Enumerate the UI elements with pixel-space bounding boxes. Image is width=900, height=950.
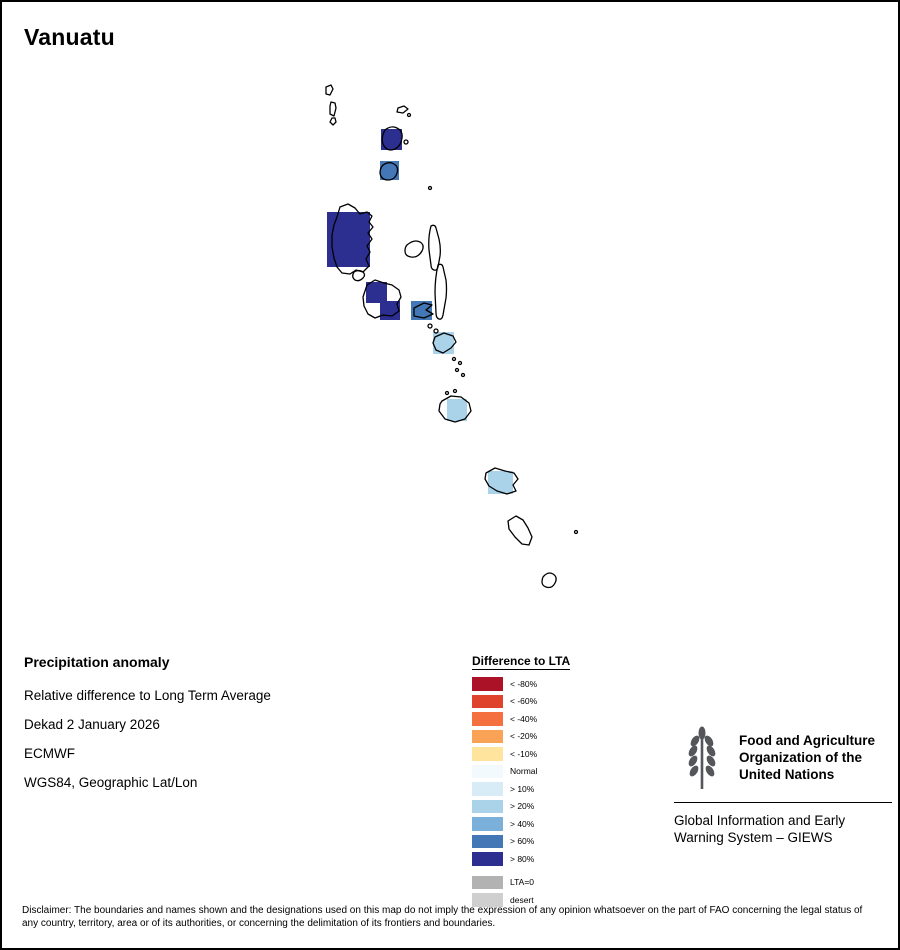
island-outline bbox=[329, 117, 337, 126]
legend-label: > 80% bbox=[510, 853, 535, 864]
giews-label: Global Information and Early Warning Sys… bbox=[674, 813, 846, 845]
fao-block: Food and Agriculture Organization of the… bbox=[674, 724, 892, 846]
island-outline bbox=[433, 328, 439, 334]
legend-item: desert bbox=[472, 893, 570, 907]
island-outline bbox=[381, 126, 403, 151]
anomaly-cells-layer bbox=[327, 129, 513, 494]
island-outline bbox=[404, 240, 424, 258]
anomaly-cell bbox=[380, 161, 399, 180]
legend-swatch bbox=[472, 712, 503, 726]
island-outline bbox=[325, 84, 334, 96]
island-outline bbox=[403, 139, 409, 145]
legend-title: Difference to LTA bbox=[472, 654, 571, 670]
page-title: Vanuatu bbox=[24, 24, 115, 50]
info-heading: Precipitation anomaly bbox=[24, 654, 170, 670]
legend-item: < -80% bbox=[472, 677, 570, 691]
anomaly-cell bbox=[433, 332, 454, 354]
island-outline bbox=[507, 515, 533, 546]
info-line-method: Relative difference to Long Term Average bbox=[24, 688, 271, 703]
island-outline bbox=[438, 395, 472, 423]
anomaly-cell bbox=[411, 301, 432, 320]
fao-org-name: Food and Agriculture Organization of the… bbox=[739, 732, 875, 782]
anomaly-cell bbox=[381, 129, 402, 150]
island-outline bbox=[428, 224, 441, 271]
legend-item: > 10% bbox=[472, 782, 570, 796]
legend: Difference to LTA < -80% < -60% < -40% < -2… bbox=[472, 652, 571, 911]
island-outline bbox=[427, 185, 433, 191]
legend-item: Normal bbox=[472, 764, 570, 778]
anomaly-cell bbox=[366, 282, 387, 303]
info-line-source: ECMWF bbox=[24, 746, 75, 761]
legend-label: LTA=0 bbox=[510, 877, 535, 888]
island-outline bbox=[573, 529, 579, 535]
legend-swatch bbox=[472, 764, 503, 778]
legend-label: < -20% bbox=[510, 731, 538, 742]
legend-label: > 10% bbox=[510, 783, 535, 794]
legend-label: > 40% bbox=[510, 818, 535, 829]
island-outline bbox=[457, 360, 463, 366]
fao-wheat-emblem-icon bbox=[688, 726, 716, 789]
fao-divider bbox=[674, 802, 892, 803]
legend-label: > 20% bbox=[510, 801, 535, 812]
legend-item: > 20% bbox=[472, 799, 570, 813]
legend-item: < -10% bbox=[472, 747, 570, 761]
island-outline bbox=[541, 572, 557, 589]
legend-item: < -20% bbox=[472, 729, 570, 743]
legend-swatch bbox=[472, 747, 503, 761]
info-line-dekad: Dekad 2 January 2026 bbox=[24, 717, 160, 732]
map-info: Precipitation anomaly Relative differenc… bbox=[24, 654, 271, 804]
legend-swatch bbox=[472, 799, 503, 813]
island-outline bbox=[484, 467, 519, 495]
anomaly-cell bbox=[447, 399, 467, 421]
legend-item: > 80% bbox=[472, 852, 570, 866]
island-outline bbox=[396, 105, 409, 114]
island-outline bbox=[379, 162, 399, 181]
legend-swatch bbox=[472, 834, 503, 848]
legend-item: LTA=0 bbox=[472, 875, 570, 889]
island-outline bbox=[362, 279, 402, 319]
legend-swatch bbox=[472, 852, 503, 866]
island-outlines bbox=[325, 84, 579, 589]
legend-label: > 60% bbox=[510, 836, 535, 847]
island-outline bbox=[329, 101, 337, 117]
island-outline bbox=[452, 388, 458, 394]
legend-item: > 40% bbox=[472, 817, 570, 831]
legend-swatch bbox=[472, 782, 503, 796]
legend-item: > 60% bbox=[472, 834, 570, 848]
legend-swatch bbox=[472, 893, 503, 907]
island-outline bbox=[460, 372, 466, 378]
island-outline bbox=[352, 269, 366, 282]
legend-items: < -80% < -60% < -40% < -20% < -10% Normal > 10… bbox=[472, 677, 570, 907]
anomaly-cell bbox=[488, 471, 513, 494]
legend-item: < -40% bbox=[472, 712, 570, 726]
legend-swatch bbox=[472, 677, 503, 691]
island-outline bbox=[444, 390, 450, 396]
legend-label: < -60% bbox=[510, 696, 538, 707]
island-outline bbox=[406, 112, 412, 118]
legend-swatch bbox=[472, 875, 503, 889]
disclaimer-text: Disclaimer: The boundaries and names sho… bbox=[22, 905, 863, 929]
anomaly-cell bbox=[327, 212, 370, 267]
legend-label: < -80% bbox=[510, 678, 538, 689]
island-outline bbox=[454, 367, 460, 373]
island-outline bbox=[434, 263, 448, 320]
legend-label: < -40% bbox=[510, 713, 538, 724]
island-outline bbox=[413, 302, 434, 319]
legend-label: Normal bbox=[510, 766, 538, 777]
island-outline bbox=[331, 203, 374, 275]
island-outline bbox=[432, 332, 457, 354]
legend-label: desert bbox=[510, 894, 534, 905]
island-outline bbox=[427, 323, 433, 329]
legend-item: < -60% bbox=[472, 694, 570, 708]
legend-label: < -10% bbox=[510, 748, 538, 759]
island-outline bbox=[451, 356, 457, 362]
info-line-projection: WGS84, Geographic Lat/Lon bbox=[24, 775, 198, 790]
legend-swatch bbox=[472, 817, 503, 831]
legend-swatch bbox=[472, 729, 503, 743]
legend-swatch bbox=[472, 694, 503, 708]
